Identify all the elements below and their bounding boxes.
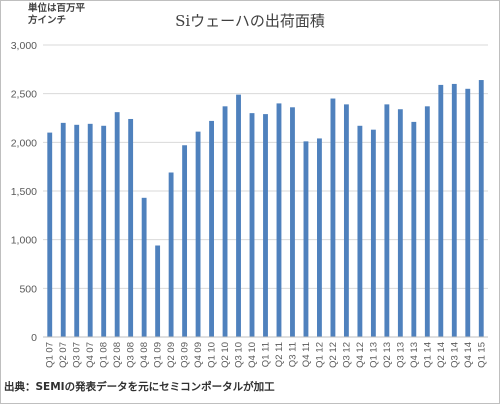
x-tick-label: Q1 13 bbox=[368, 342, 379, 368]
y-tick-label: 2,500 bbox=[11, 89, 37, 101]
x-tick-label: Q3 12 bbox=[341, 342, 352, 368]
bar bbox=[411, 121, 417, 337]
x-tick-label: Q2 08 bbox=[112, 342, 123, 368]
x-tick-label: Q2 10 bbox=[220, 342, 231, 368]
bar bbox=[478, 80, 484, 337]
bar bbox=[317, 138, 322, 337]
x-tick-label: Q1 14 bbox=[422, 342, 433, 368]
x-tick-label: Q3 09 bbox=[180, 342, 191, 368]
bar bbox=[101, 125, 107, 337]
x-tick-label: Q2 07 bbox=[58, 342, 69, 368]
unit-note: 単位は百万平 方インチ bbox=[28, 3, 86, 26]
x-tick-label: Q3 13 bbox=[395, 342, 406, 368]
x-tick-label: Q1 09 bbox=[153, 342, 164, 368]
bar bbox=[222, 106, 228, 337]
bar bbox=[195, 131, 201, 337]
x-tick-label: Q3 10 bbox=[234, 342, 245, 368]
bar bbox=[155, 245, 161, 337]
x-tick-label: Q4 07 bbox=[85, 342, 96, 368]
x-tick-label: Q2 09 bbox=[166, 342, 177, 368]
bar bbox=[465, 88, 471, 337]
x-tick-label: Q4 13 bbox=[409, 342, 420, 368]
y-tick-label: 500 bbox=[19, 283, 37, 295]
y-tick-label: 1,500 bbox=[11, 186, 37, 198]
bar bbox=[114, 112, 120, 337]
bar bbox=[168, 172, 174, 337]
bar bbox=[236, 94, 241, 337]
x-tick-label: Q1 12 bbox=[314, 342, 325, 368]
bar bbox=[209, 120, 214, 337]
y-axis-tick-labels: 0 500 1,000 1,500 2,000 2,500 3,000 bbox=[11, 40, 37, 344]
x-tick-label: Q2 14 bbox=[436, 342, 447, 368]
x-tick-label: Q2 12 bbox=[328, 342, 339, 368]
bar bbox=[276, 103, 282, 338]
x-tick-label: Q3 11 bbox=[287, 342, 298, 367]
bar bbox=[74, 124, 80, 338]
x-tick-label: Q2 11 bbox=[274, 342, 285, 367]
bar bbox=[87, 123, 93, 337]
bar bbox=[60, 122, 66, 337]
x-tick-label: Q4 12 bbox=[355, 342, 366, 368]
bar bbox=[451, 83, 457, 337]
bar bbox=[343, 104, 349, 337]
x-tick-label: Q1 11 bbox=[261, 342, 272, 367]
bar bbox=[47, 132, 53, 337]
bar bbox=[263, 114, 268, 338]
bar bbox=[290, 107, 295, 337]
bar bbox=[303, 141, 309, 337]
x-tick-label: Q4 11 bbox=[301, 342, 312, 367]
x-tick-label: Q1 10 bbox=[207, 342, 218, 368]
chart-title: Siウェーハの出荷面積 bbox=[175, 12, 325, 30]
x-tick-label: Q3 08 bbox=[126, 342, 137, 368]
y-tick-label: 3,000 bbox=[11, 40, 37, 52]
x-tick-label: Q3 07 bbox=[72, 342, 83, 368]
x-tick-label: Q3 14 bbox=[449, 342, 460, 368]
bar bbox=[438, 84, 444, 337]
bar bbox=[330, 98, 336, 338]
y-tick-label: 0 bbox=[31, 332, 37, 344]
bar bbox=[384, 104, 390, 337]
x-axis-tick-labels: Q1 07 Q2 07 Q3 07 Q4 07 Q1 08 Q2 08 Q3 08 Q4 08… bbox=[45, 342, 488, 368]
x-tick-label: Q1 15 bbox=[476, 342, 487, 368]
bar bbox=[141, 197, 147, 337]
y-tick-label: 1,000 bbox=[11, 235, 37, 247]
bars bbox=[47, 80, 484, 338]
bar bbox=[370, 129, 376, 337]
bar bbox=[249, 113, 255, 337]
x-tick-label: Q4 09 bbox=[193, 342, 204, 368]
bar bbox=[424, 106, 430, 337]
x-tick-label: Q4 08 bbox=[139, 342, 150, 368]
x-tick-label: Q2 13 bbox=[382, 342, 393, 368]
bar bbox=[128, 118, 134, 338]
bar bbox=[397, 109, 403, 338]
bar bbox=[357, 125, 363, 337]
y-tick-label: 2,000 bbox=[11, 137, 37, 149]
bar bbox=[182, 145, 188, 337]
source-note: 出典：SEMIの発表データを元にセミコンポータルが加工 bbox=[4, 381, 275, 393]
x-tick-label: Q4 14 bbox=[463, 342, 474, 368]
x-tick-label: Q1 08 bbox=[99, 342, 110, 368]
x-tick-label: Q1 07 bbox=[45, 342, 56, 368]
x-tick-label: Q4 10 bbox=[247, 342, 258, 368]
